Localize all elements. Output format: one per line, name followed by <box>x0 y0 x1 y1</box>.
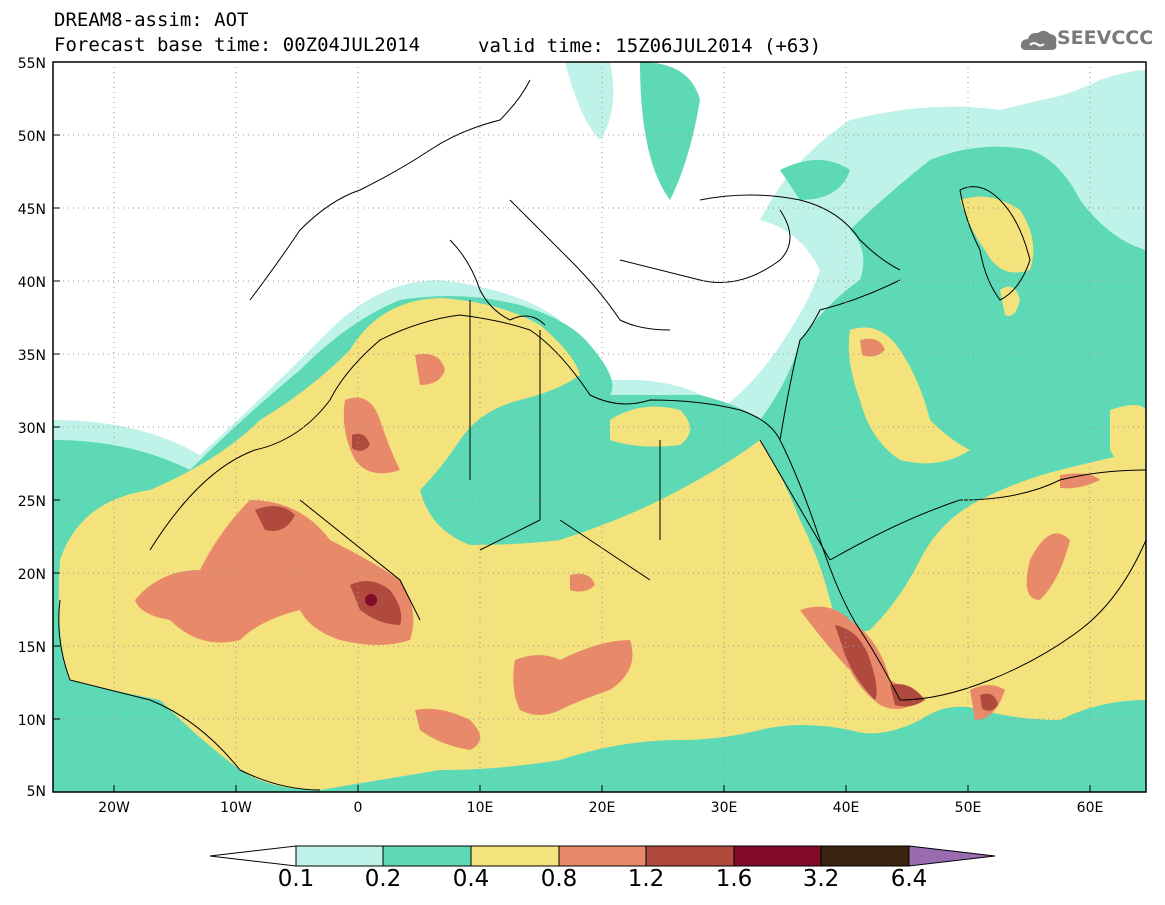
axis-ticks <box>53 134 1091 792</box>
lon-label: 40E <box>832 800 860 816</box>
colorbar-label: 1.6 <box>715 866 753 892</box>
colorbar-label: 1.2 <box>627 866 665 892</box>
logo-text: SEEVCCC <box>1057 27 1154 49</box>
colorbar-bin-2 <box>382 845 472 867</box>
colorbar-bin-5 <box>645 845 735 867</box>
lon-label: 50E <box>954 800 982 816</box>
colorbar-label: 0.4 <box>452 866 490 892</box>
lat-label: 5N <box>26 784 46 800</box>
colorbar-bin-4 <box>558 845 647 867</box>
colorbar-low-arrow <box>209 845 297 867</box>
colorbar-bin-1 <box>295 845 384 867</box>
lat-label: 30N <box>17 421 46 437</box>
lon-label: 0 <box>353 800 363 816</box>
lat-label: 50N <box>17 129 46 145</box>
colorbar-bin-6 <box>733 845 822 867</box>
lon-label: 20E <box>588 800 616 816</box>
colorbar-label: 0.8 <box>540 866 578 892</box>
lat-label: 35N <box>17 348 46 364</box>
colorbar-high-arrow <box>908 845 996 867</box>
lat-label: 25N <box>17 494 46 510</box>
lon-label: 30E <box>710 800 738 816</box>
lat-label: 55N <box>17 56 46 72</box>
colorbar-bin-7 <box>820 845 910 867</box>
aot-fields <box>53 62 1146 792</box>
lat-label: 20N <box>17 567 46 583</box>
grid-lines <box>53 62 1146 792</box>
colorbar-label: 6.4 <box>890 866 928 892</box>
colorbar-bin-3 <box>470 845 560 867</box>
aot-level-1.6 <box>365 594 377 606</box>
map-title: DREAM8-assim: AOT <box>54 9 249 31</box>
colorbar-label: 0.1 <box>277 866 315 892</box>
lon-label: 10E <box>466 800 494 816</box>
lat-label: 10N <box>17 713 46 729</box>
lat-label: 45N <box>17 202 46 218</box>
lon-label: 10W <box>220 800 252 816</box>
colorbar-label: 0.2 <box>364 866 402 892</box>
lon-label: 60E <box>1076 800 1104 816</box>
lon-label: 20W <box>98 800 130 816</box>
lat-label: 40N <box>17 275 46 291</box>
coastlines <box>58 79 1146 791</box>
aot-level-0.8 <box>135 338 1100 750</box>
forecast-base-time: Forecast base time: 00Z04JUL2014 <box>54 34 421 56</box>
colorbar <box>209 845 996 867</box>
colorbar-label: 3.2 <box>802 866 840 892</box>
cloud-logo-icon <box>1020 30 1057 50</box>
valid-time: valid time: 15Z06JUL2014 (+63) <box>478 35 822 57</box>
lat-label: 15N <box>17 640 46 656</box>
